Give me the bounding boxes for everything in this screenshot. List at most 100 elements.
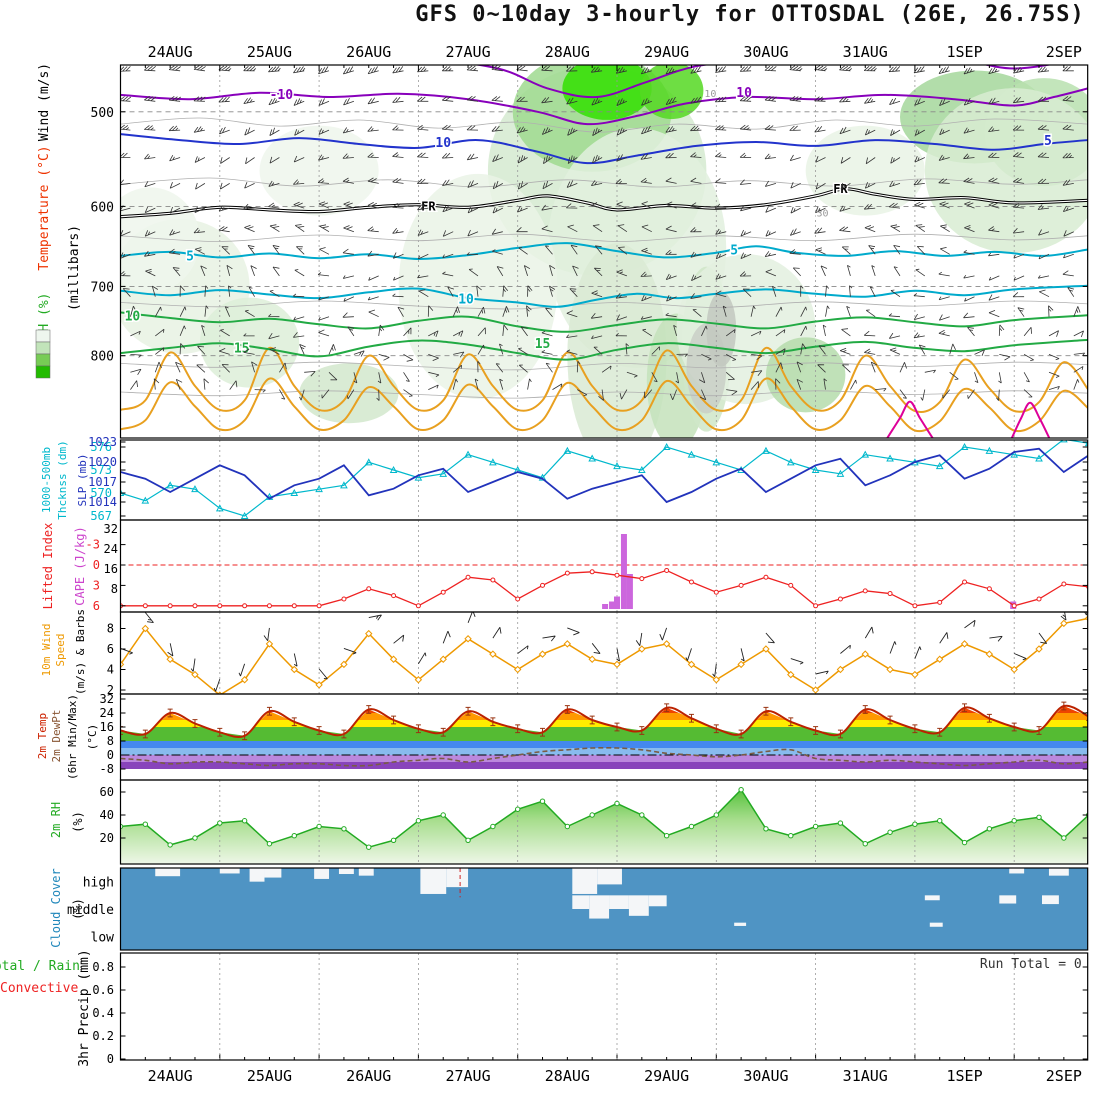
- wind-marker: [712, 676, 721, 684]
- slp-tick: 1023: [88, 435, 117, 449]
- cloud-bar: [314, 868, 330, 879]
- panel-wind10m: 8 6 4 2 10m Wind Speed (m/s) & Barbs: [40, 609, 1089, 697]
- axis-label: Temperature (°C): [37, 145, 52, 270]
- li-marker: [242, 603, 248, 609]
- contour-label: 5: [730, 243, 738, 258]
- li-marker: [564, 570, 570, 576]
- rh-tick: 40: [100, 808, 114, 822]
- temp-tick: 32: [100, 692, 114, 706]
- fr-label: FR: [421, 199, 436, 213]
- date-label: 26AUG: [346, 43, 391, 61]
- cloud-bar: [338, 868, 354, 875]
- axis-label: 2m RH: [49, 802, 63, 838]
- contour-label-small: 30: [817, 209, 829, 220]
- chart-title: GFS 0~10day 3-hourly for OTTOSDAL (26E, …: [415, 2, 1085, 27]
- wind-tick: 4: [107, 663, 114, 677]
- rh-tick: 60: [100, 785, 114, 799]
- wind-tick: 2: [107, 683, 114, 697]
- axis-label: (m/s) & Barbs: [74, 609, 87, 695]
- thickness-tick: 573: [90, 463, 112, 477]
- li-tick: 6: [93, 599, 100, 613]
- li-marker: [440, 589, 446, 595]
- temp-contour: [120, 242, 1088, 261]
- rh-marker: [912, 821, 918, 827]
- date-label: 29AUG: [644, 1067, 689, 1085]
- rh-marker: [862, 841, 868, 847]
- date-label: 27AUG: [445, 43, 490, 61]
- date-axis-top: 24AUG 25AUG 26AUG 27AUG 28AUG 29AUG 30AUG 31AUG…: [148, 43, 1082, 61]
- contour-label: 10: [458, 293, 474, 308]
- temp-tick: 8: [107, 734, 114, 748]
- cloud-bar: [597, 868, 622, 885]
- wind-marker: [513, 665, 522, 674]
- wind-marker: [489, 650, 497, 658]
- rh-marker: [837, 820, 844, 826]
- cloud-bar: [609, 895, 629, 909]
- thickness-marker: [414, 473, 423, 481]
- panel-stability: -3 0 3 6 32 24 16 8 Lifted Index CAPE (J/kg): [41, 519, 1089, 613]
- li-marker: [837, 596, 843, 602]
- date-label: 28AUG: [545, 43, 590, 61]
- cloud-bar: [648, 895, 667, 907]
- wind-marker: [166, 655, 174, 663]
- wind-marker: [141, 624, 150, 633]
- rh-marker: [564, 823, 571, 830]
- li-marker: [912, 603, 918, 609]
- rh-marker: [763, 826, 769, 832]
- rh-shading: [805, 125, 925, 216]
- rh-colorbar-swatch: [35, 329, 51, 343]
- li-marker: [465, 574, 471, 580]
- cloud-bar: [734, 922, 747, 926]
- axis-label: (%): [71, 811, 85, 833]
- temp-band: [120, 762, 1088, 769]
- axis-label: 10m Wind: [40, 624, 53, 677]
- cloud-bar: [1009, 868, 1025, 874]
- li-marker: [316, 603, 322, 609]
- panel-cloud: high middle low Cloud Cover (%): [49, 867, 1089, 951]
- rh-contour: [120, 300, 1088, 310]
- rh-marker: [1061, 835, 1067, 841]
- axis-label: (millibars): [67, 225, 82, 311]
- cloud-row-label: high: [83, 876, 114, 891]
- rh-marker: [266, 841, 273, 847]
- rh-contour: [120, 117, 1088, 133]
- wind-marker: [538, 650, 547, 658]
- rh-shading: [120, 187, 200, 293]
- temp-tick: 16: [100, 720, 114, 734]
- pressure-tick: 800: [91, 350, 114, 365]
- li-marker: [291, 603, 297, 609]
- rh-marker: [192, 835, 198, 841]
- rh-contour: [120, 233, 1088, 242]
- thickness-marker: [439, 469, 448, 477]
- li-marker: [937, 599, 943, 605]
- cloud-row-label: low: [91, 930, 115, 945]
- cloud-row-label: middle: [67, 903, 114, 918]
- cloud-bar: [999, 895, 1017, 904]
- axis-label: SLP (mb): [76, 454, 89, 507]
- convective-legend: Convective: [0, 981, 78, 996]
- wind-marker: [1035, 645, 1043, 653]
- rh-marker: [366, 844, 372, 850]
- thickness-marker: [290, 488, 299, 496]
- cape-tick: 32: [104, 522, 118, 536]
- wind-marker: [613, 660, 621, 669]
- rh-marker: [961, 839, 968, 846]
- rh-marker: [390, 837, 397, 843]
- li-marker: [688, 579, 694, 585]
- temp-band: [120, 706, 1088, 713]
- axis-label: (°C): [86, 724, 99, 751]
- wind-marker: [638, 645, 646, 653]
- axis-label: Lifted Index: [41, 523, 55, 610]
- pressure-tick: 700: [91, 280, 114, 295]
- rh-colorbar-swatch: [35, 341, 51, 355]
- li-marker: [391, 593, 397, 599]
- thickness-marker: [1010, 450, 1019, 458]
- thickness-marker: [489, 458, 497, 466]
- date-label: 30AUG: [743, 43, 788, 61]
- wind-marker: [464, 635, 472, 643]
- rh-marker: [1011, 818, 1017, 824]
- total-rain-legend: Total / Rain: [0, 959, 80, 974]
- rh-contour: [120, 390, 1088, 399]
- wind-marker: [787, 670, 795, 679]
